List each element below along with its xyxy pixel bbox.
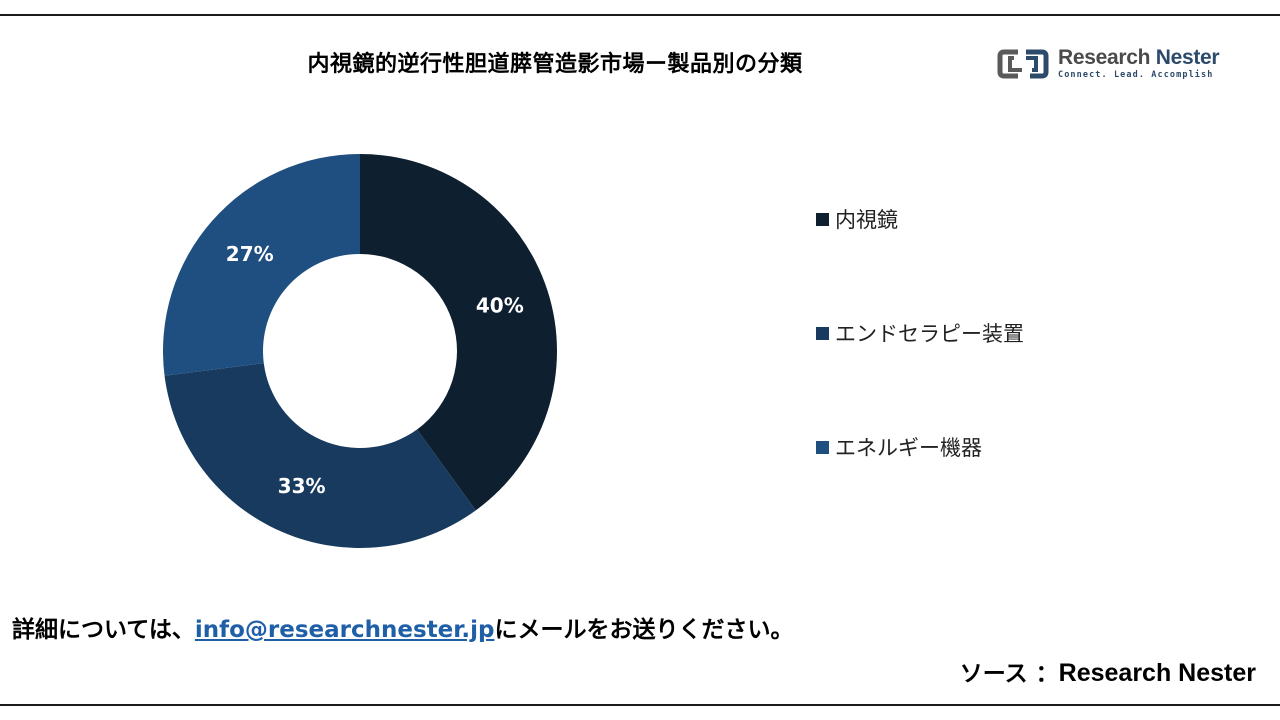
donut-slice (360, 154, 557, 511)
logo-name: Research Nester (1058, 46, 1220, 70)
logo-name-part2: Nester (1155, 46, 1220, 69)
slice-data-label: 40% (476, 294, 524, 318)
source-name: Research Nester (1058, 659, 1256, 687)
bottom-rule (0, 704, 1280, 706)
legend-label: エンドセラピー装置 (835, 322, 1024, 346)
legend-swatch (816, 212, 829, 226)
contact-note: 詳細については、info@researchnester.jpにメールをお送りくだ… (12, 610, 793, 644)
source-credit: ソース ：Research Nester (960, 654, 1256, 688)
legend-swatch (816, 326, 829, 340)
research-nester-logo: Research Nester Connect. Lead. Accomplis… (996, 44, 1226, 84)
logo-name-part1: Research (1058, 46, 1151, 69)
legend-item: エネルギー機器 (816, 432, 982, 462)
donut-chart: 40% 33% 27% (162, 154, 557, 548)
donut-slice (162, 154, 360, 376)
legend-label: 内視鏡 (835, 208, 898, 232)
legend-item: エンドセラピー装置 (816, 318, 1024, 348)
logo-tagline: Connect. Lead. Accomplish (1058, 70, 1214, 80)
contact-suffix: にメールをお送りください。 (494, 617, 794, 643)
contact-prefix: 詳細については、 (12, 617, 195, 643)
donut-slice (164, 363, 476, 548)
top-rule (0, 14, 1280, 16)
chart-title: 内視鏡的逆行性胆道膵管造影市場ー製品別の分類 (307, 52, 803, 77)
source-label: ソース ： (959, 661, 1059, 687)
legend-label: エネルギー機器 (835, 436, 982, 460)
logo-mark-icon (997, 49, 1049, 79)
contact-email-link[interactable]: info@researchnester.jp (194, 617, 495, 643)
legend-swatch (816, 440, 829, 454)
legend-item: 内視鏡 (816, 204, 898, 234)
slice-data-label: 33% (278, 474, 326, 498)
slice-data-label: 27% (226, 242, 274, 266)
